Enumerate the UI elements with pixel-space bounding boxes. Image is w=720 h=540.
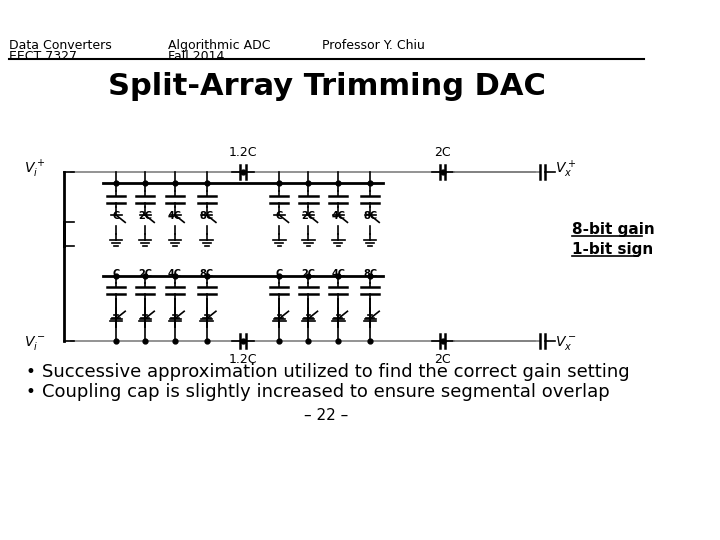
Text: 8C: 8C: [363, 269, 377, 279]
Text: – 22 –: – 22 –: [305, 408, 348, 423]
Text: 8-bit gain: 8-bit gain: [572, 222, 654, 237]
Text: C: C: [276, 211, 283, 221]
Text: $V_i^-$: $V_i^-$: [24, 334, 45, 353]
Text: $V_i^+$: $V_i^+$: [24, 159, 45, 180]
Text: Fall 2014: Fall 2014: [168, 50, 224, 63]
Text: 8C: 8C: [363, 211, 377, 221]
Text: 1-bit sign: 1-bit sign: [572, 241, 653, 256]
Text: 8C: 8C: [199, 269, 214, 279]
Text: Coupling cap is slightly increased to ensure segmental overlap: Coupling cap is slightly increased to en…: [42, 382, 609, 401]
Text: 4C: 4C: [168, 211, 182, 221]
Text: 2C: 2C: [434, 354, 451, 367]
Text: •: •: [25, 362, 35, 381]
Text: 2C: 2C: [434, 146, 451, 159]
Text: 4C: 4C: [168, 269, 182, 279]
Text: 4C: 4C: [331, 211, 346, 221]
Text: 8C: 8C: [199, 211, 214, 221]
Text: Split-Array Trimming DAC: Split-Array Trimming DAC: [108, 72, 546, 101]
Text: •: •: [25, 382, 35, 401]
Text: 2C: 2C: [138, 269, 152, 279]
Text: 2C: 2C: [138, 211, 152, 221]
Text: 1.2C: 1.2C: [229, 354, 257, 367]
Text: C: C: [112, 211, 120, 221]
Text: 2C: 2C: [302, 269, 315, 279]
Text: 2C: 2C: [302, 211, 315, 221]
Text: $V_x^+$: $V_x^+$: [555, 159, 577, 180]
Text: C: C: [276, 269, 283, 279]
Text: 1.2C: 1.2C: [229, 146, 257, 159]
Text: Successive approximation utilized to find the correct gain setting: Successive approximation utilized to fin…: [42, 362, 629, 381]
Text: $V_x^-$: $V_x^-$: [555, 334, 577, 353]
Text: 4C: 4C: [331, 269, 346, 279]
Text: EECT 7327: EECT 7327: [9, 50, 77, 63]
Text: Data Converters: Data Converters: [9, 39, 112, 52]
Text: Algorithmic ADC: Algorithmic ADC: [168, 39, 270, 52]
Text: C: C: [112, 269, 120, 279]
Text: Professor Y. Chiu: Professor Y. Chiu: [322, 39, 425, 52]
